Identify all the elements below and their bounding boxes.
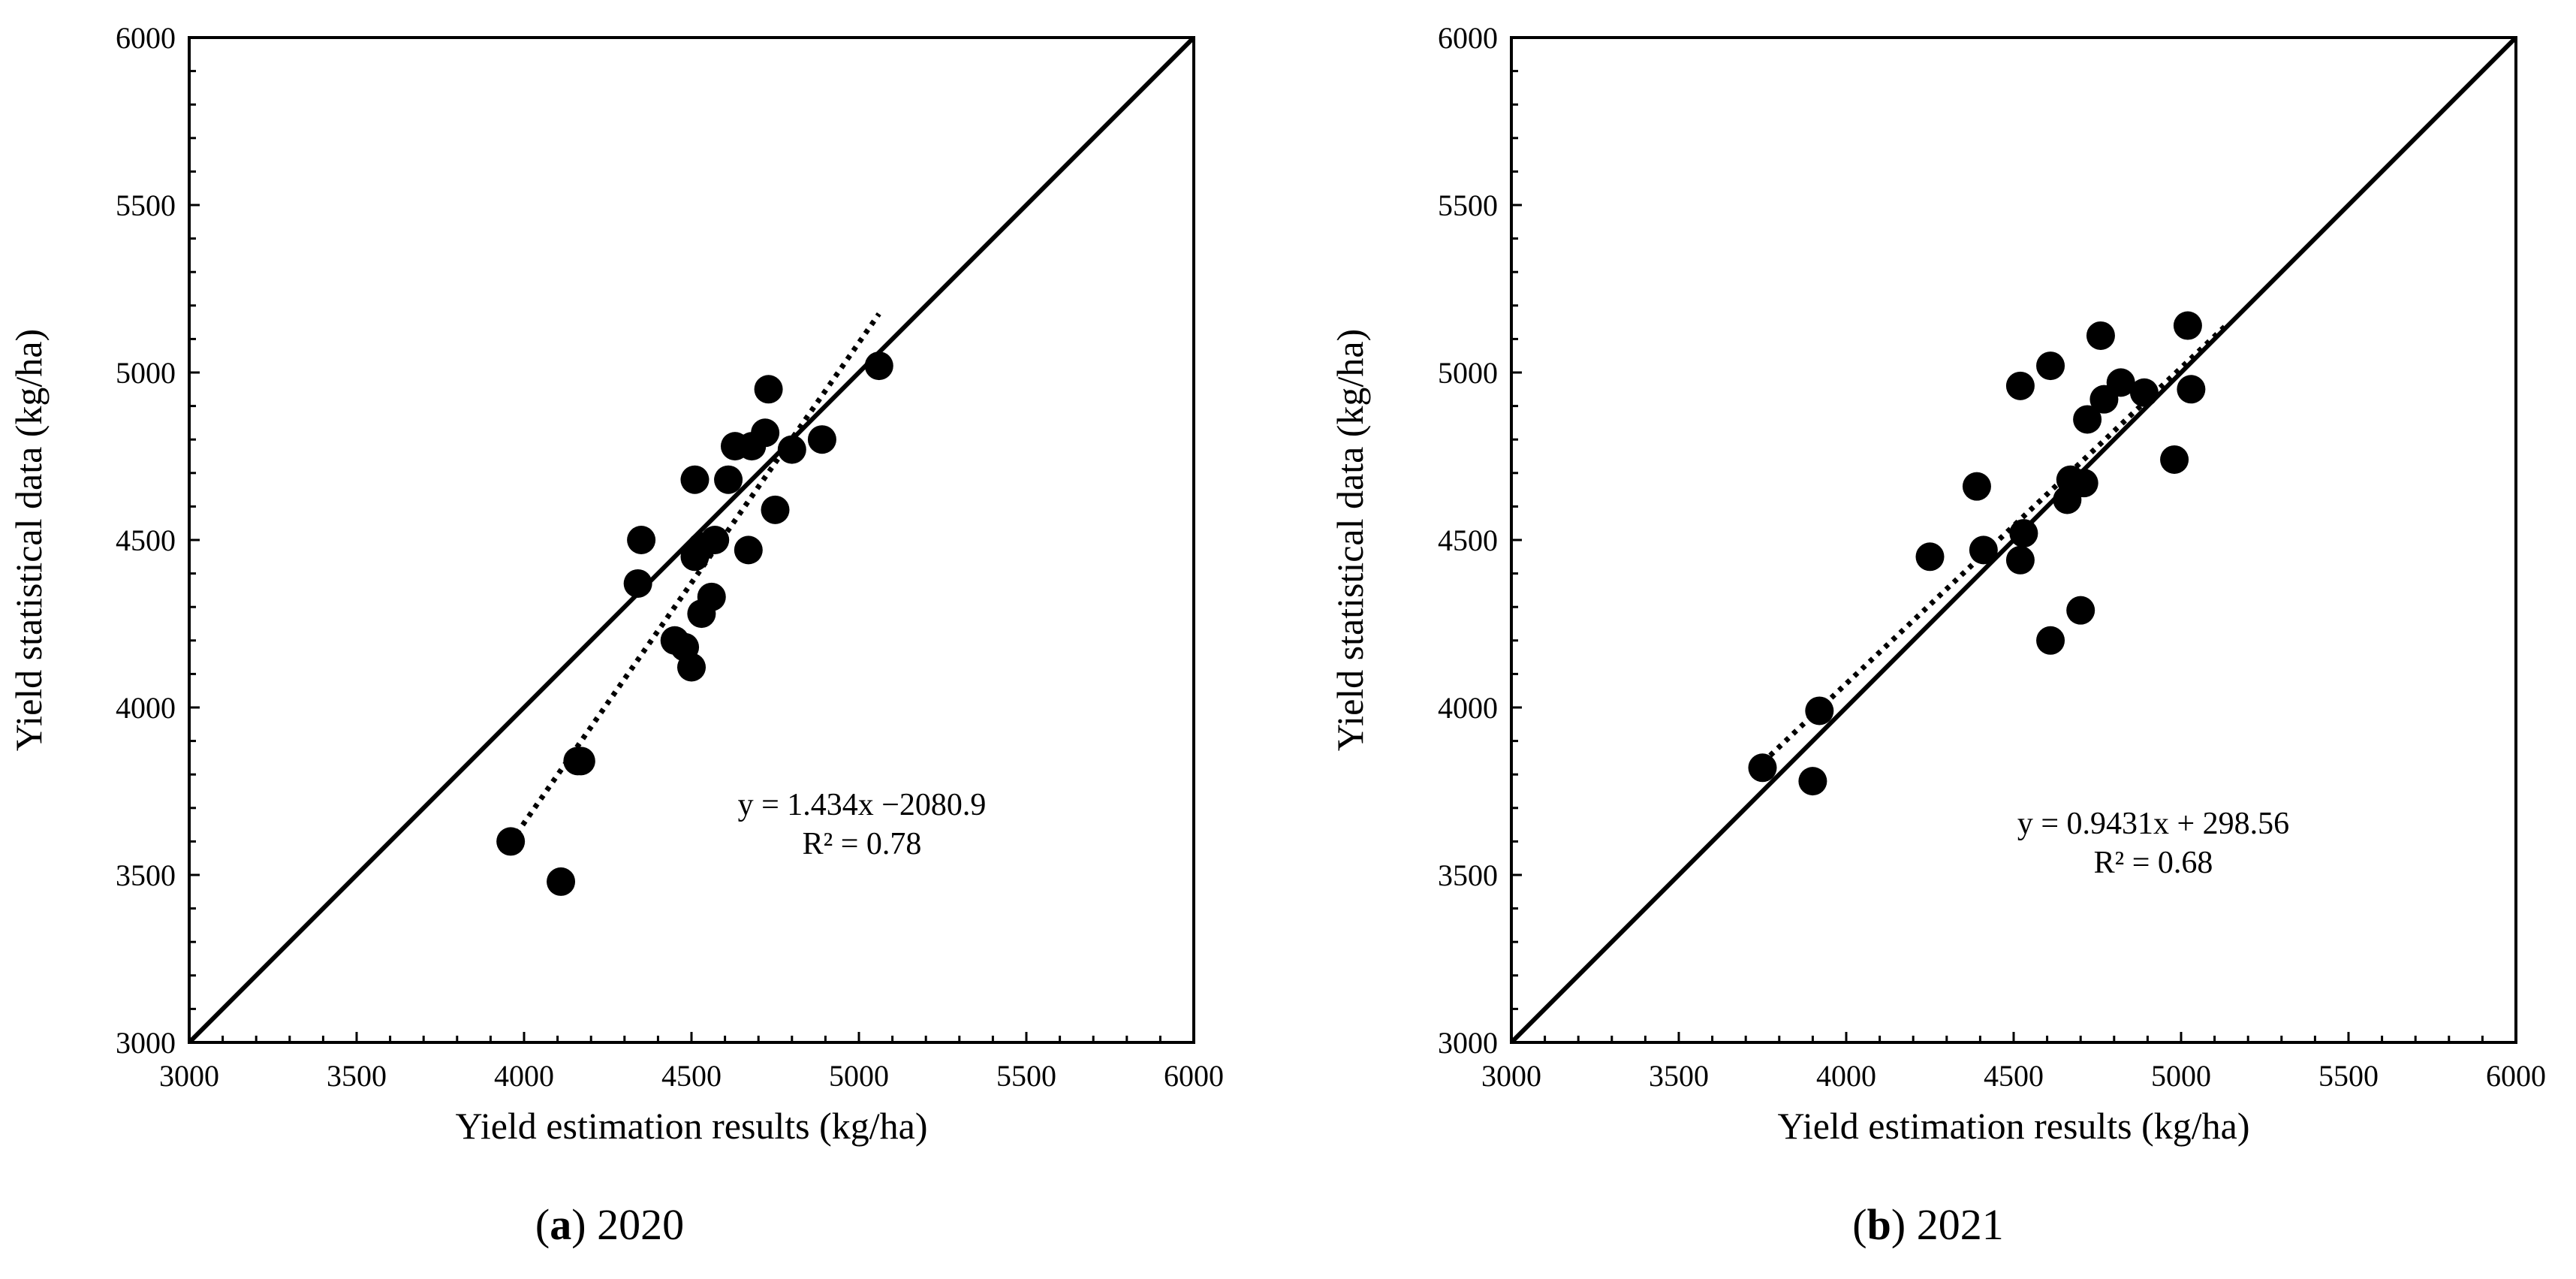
x-tick-label: 5000: [2151, 1059, 2211, 1093]
x-axis-title: Yield estimation results (kg/ha): [455, 1105, 927, 1147]
y-tick-label: 3500: [1438, 858, 1498, 892]
y-tick-label: 6000: [1438, 21, 1498, 55]
data-point: [677, 653, 706, 682]
data-point: [697, 582, 726, 611]
data-point: [1969, 535, 1998, 565]
x-tick-label: 6000: [1164, 1059, 1224, 1093]
x-tick-label: 4500: [661, 1059, 722, 1093]
caption-year: 2021: [1917, 1200, 2004, 1249]
data-point: [2005, 545, 2035, 575]
regression-equation: y = 1.434x −2080.9: [738, 788, 987, 822]
data-point: [2069, 469, 2098, 498]
y-tick-label: 5000: [1438, 356, 1498, 390]
x-tick-label: 3500: [1649, 1059, 1709, 1093]
y-axis-title: Yield statistical data (kg/ha): [8, 329, 50, 751]
data-point: [2005, 371, 2035, 400]
y-tick-label: 5500: [116, 189, 176, 222]
caption-paren-close: ): [571, 1200, 597, 1249]
x-tick-label: 5500: [996, 1059, 1056, 1093]
trendline: [508, 312, 881, 844]
caption-paren-open: (: [1852, 1200, 1866, 1249]
panel-caption: (b) 2021: [1852, 1200, 2003, 1249]
r-squared: R² = 0.78: [803, 827, 922, 861]
y-tick-label: 6000: [116, 21, 176, 55]
data-point: [1748, 753, 1777, 783]
data-point: [777, 435, 806, 464]
data-point: [2036, 351, 2065, 381]
data-point: [751, 418, 780, 448]
data-point: [734, 535, 763, 565]
data-point: [2160, 445, 2189, 474]
panel-caption: (a) 2020: [535, 1200, 684, 1249]
trendline: [1761, 324, 2227, 765]
y-tick-label: 4000: [116, 691, 176, 725]
data-point: [547, 867, 576, 896]
x-axis-title: Yield estimation results (kg/ha): [1777, 1105, 2249, 1147]
caption-year: 2020: [597, 1200, 684, 1249]
data-point: [864, 351, 893, 381]
r-squared: R² = 0.68: [2094, 846, 2213, 880]
data-point: [2086, 321, 2115, 350]
data-point: [761, 495, 790, 524]
y-tick-label: 3000: [116, 1026, 176, 1060]
x-tick-label: 4500: [1984, 1059, 2044, 1093]
data-point: [807, 425, 836, 454]
x-tick-label: 4000: [494, 1059, 554, 1093]
data-point: [627, 526, 656, 554]
x-tick-label: 5000: [829, 1059, 889, 1093]
caption-letter: b: [1867, 1200, 1891, 1249]
y-tick-label: 5500: [1438, 189, 1498, 222]
data-point: [700, 526, 730, 554]
x-tick-label: 3000: [1481, 1059, 1541, 1093]
y-axis-title: Yield statistical data (kg/ha): [1329, 329, 1371, 751]
data-point: [623, 569, 652, 598]
x-tick-label: 3000: [159, 1059, 219, 1093]
regression-equation: y = 0.9431x + 298.56: [2017, 807, 2289, 841]
data-point: [1915, 542, 1945, 572]
caption-letter: a: [550, 1200, 571, 1249]
x-tick-label: 5500: [2318, 1059, 2379, 1093]
x-tick-label: 4000: [1816, 1059, 1876, 1093]
caption-paren-close: ): [1891, 1200, 1917, 1249]
data-point: [2036, 626, 2065, 655]
y-tick-label: 4500: [116, 523, 176, 557]
caption-paren-open: (: [535, 1200, 550, 1249]
x-tick-label: 6000: [2486, 1059, 2546, 1093]
y-tick-label: 4500: [1438, 523, 1498, 557]
data-point: [2129, 378, 2159, 407]
data-point: [714, 465, 743, 494]
y-tick-label: 3000: [1438, 1026, 1498, 1060]
x-tick-label: 3500: [327, 1059, 387, 1093]
data-point: [2177, 375, 2206, 404]
data-point: [2106, 368, 2135, 397]
y-tick-label: 5000: [116, 356, 176, 390]
data-point: [2066, 596, 2095, 625]
y-tick-label: 3500: [116, 858, 176, 892]
data-point: [680, 465, 710, 494]
data-point: [2173, 311, 2202, 340]
y-tick-label: 4000: [1438, 691, 1498, 725]
data-point: [2073, 405, 2102, 434]
data-point: [1962, 472, 1991, 501]
data-point: [1798, 767, 1827, 796]
data-point: [754, 375, 783, 404]
